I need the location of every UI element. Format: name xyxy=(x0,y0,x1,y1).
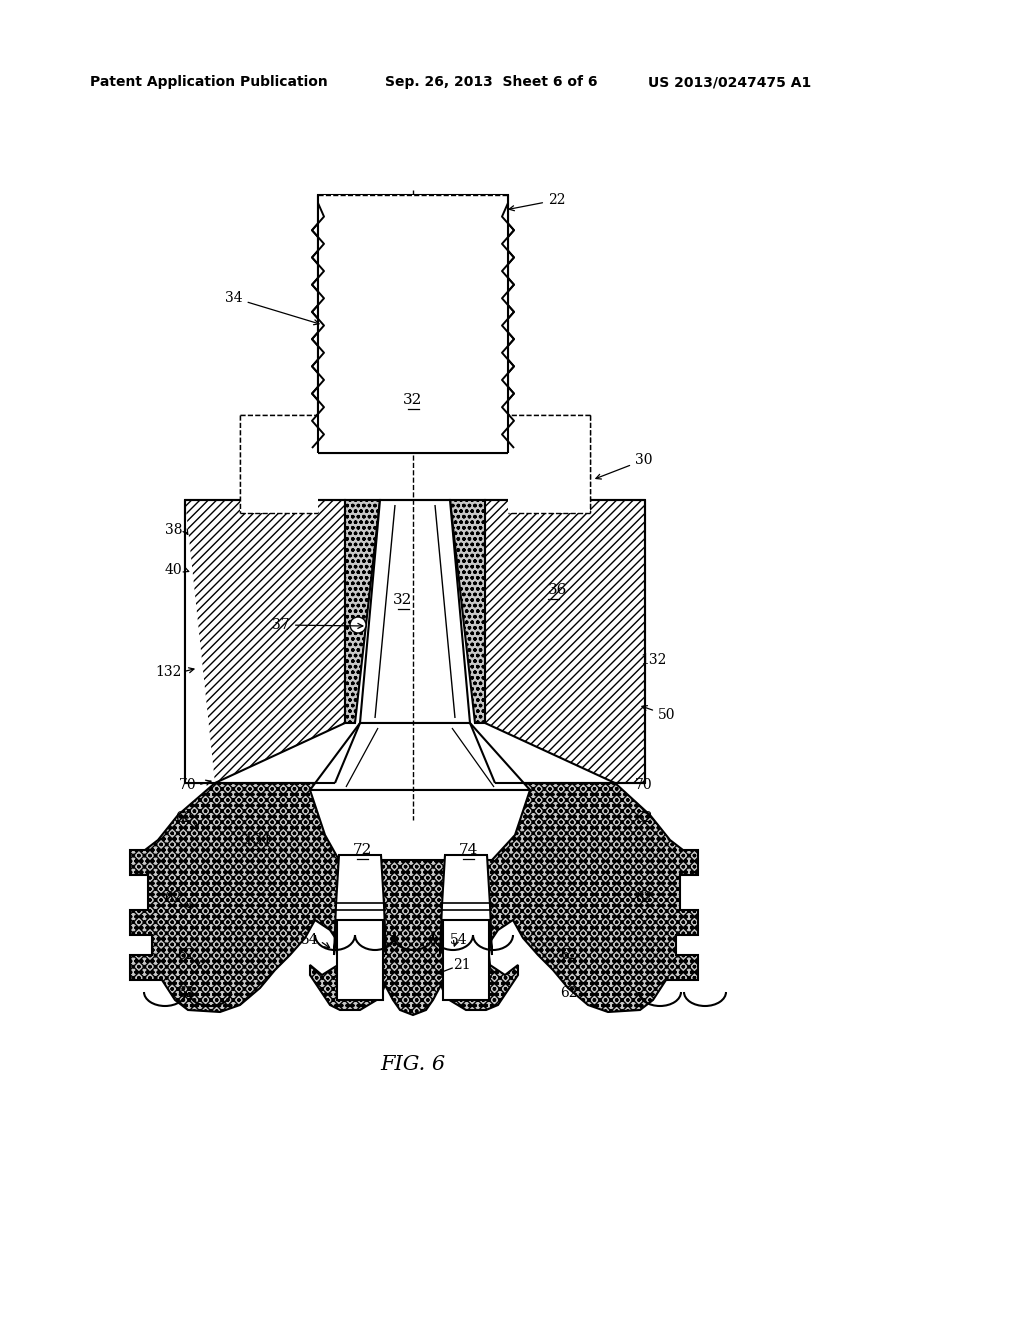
Polygon shape xyxy=(334,855,386,954)
Text: Sep. 26, 2013  Sheet 6 of 6: Sep. 26, 2013 Sheet 6 of 6 xyxy=(385,75,597,88)
Text: 62: 62 xyxy=(165,891,182,906)
Text: FIG. 6: FIG. 6 xyxy=(381,1056,445,1074)
Polygon shape xyxy=(485,500,645,783)
Text: 132: 132 xyxy=(156,665,182,678)
Text: 62: 62 xyxy=(175,810,193,825)
Text: 62: 62 xyxy=(635,810,652,825)
Text: 62: 62 xyxy=(177,948,195,962)
Text: 62: 62 xyxy=(560,948,578,962)
Text: 62: 62 xyxy=(635,891,652,906)
Text: 62: 62 xyxy=(560,986,578,1001)
Bar xyxy=(318,195,508,453)
Polygon shape xyxy=(345,500,380,723)
Bar xyxy=(508,414,590,512)
Text: 132: 132 xyxy=(640,653,667,667)
Text: Patent Application Publication: Patent Application Publication xyxy=(90,75,328,88)
Text: 36: 36 xyxy=(548,583,567,597)
Bar xyxy=(443,920,489,1001)
Text: 62: 62 xyxy=(177,986,195,1001)
Text: 50: 50 xyxy=(642,706,676,722)
Polygon shape xyxy=(310,723,530,789)
Text: 74: 74 xyxy=(459,843,477,857)
Text: 131: 131 xyxy=(244,833,272,847)
Bar xyxy=(318,195,508,453)
Bar xyxy=(240,414,318,513)
Bar xyxy=(508,414,590,513)
Bar xyxy=(240,414,318,512)
Text: 37: 37 xyxy=(272,618,362,632)
Bar xyxy=(337,920,383,1001)
Text: 70: 70 xyxy=(635,777,652,792)
Text: 32: 32 xyxy=(403,393,423,407)
Text: 22: 22 xyxy=(509,193,565,211)
Polygon shape xyxy=(450,500,485,723)
Polygon shape xyxy=(310,789,530,861)
Polygon shape xyxy=(440,855,492,954)
Polygon shape xyxy=(185,500,345,783)
Polygon shape xyxy=(360,500,470,723)
Text: 38: 38 xyxy=(165,523,182,537)
Text: 54: 54 xyxy=(300,933,318,946)
Text: 70: 70 xyxy=(178,777,196,792)
Polygon shape xyxy=(185,500,215,783)
Text: 32: 32 xyxy=(393,593,413,607)
Text: 54: 54 xyxy=(450,933,468,946)
Text: 34: 34 xyxy=(225,290,319,325)
Text: 40: 40 xyxy=(165,564,182,577)
Text: 21: 21 xyxy=(453,958,471,972)
Circle shape xyxy=(350,616,366,634)
Text: US 2013/0247475 A1: US 2013/0247475 A1 xyxy=(648,75,811,88)
Text: 72: 72 xyxy=(352,843,372,857)
Polygon shape xyxy=(130,783,698,1015)
Text: 30: 30 xyxy=(596,453,652,479)
